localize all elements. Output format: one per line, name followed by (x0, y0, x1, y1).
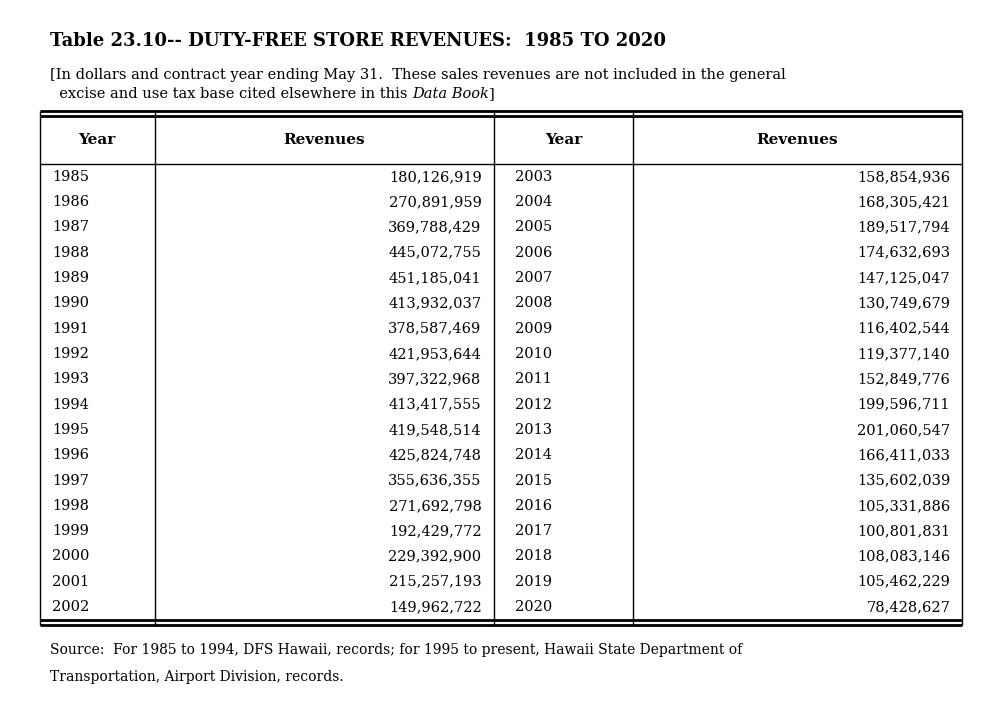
Text: 2011: 2011 (515, 372, 552, 386)
Text: 2016: 2016 (515, 499, 552, 513)
Text: [In dollars and contract year ending May 31.  These sales revenues are not inclu: [In dollars and contract year ending May… (50, 68, 786, 82)
Text: 369,788,429: 369,788,429 (388, 221, 482, 234)
Text: Transportation, Airport Division, records.: Transportation, Airport Division, record… (50, 670, 344, 684)
Text: 135,602,039: 135,602,039 (856, 473, 950, 488)
Text: 2013: 2013 (515, 423, 552, 437)
Text: 1985: 1985 (52, 170, 89, 184)
Text: 108,083,146: 108,083,146 (856, 550, 950, 563)
Text: 201,060,547: 201,060,547 (857, 423, 950, 437)
Text: 445,072,755: 445,072,755 (389, 246, 482, 260)
Text: 419,548,514: 419,548,514 (389, 423, 482, 437)
Text: 397,322,968: 397,322,968 (388, 372, 482, 386)
Text: 2003: 2003 (515, 170, 552, 184)
Text: Year: Year (544, 133, 582, 147)
Text: 1993: 1993 (52, 372, 89, 386)
Text: 149,962,722: 149,962,722 (389, 600, 482, 614)
Text: 2020: 2020 (515, 600, 552, 614)
Text: Revenues: Revenues (757, 133, 838, 147)
Text: 130,749,679: 130,749,679 (857, 296, 950, 311)
Text: 1999: 1999 (52, 524, 89, 538)
Text: 1988: 1988 (52, 246, 89, 260)
Text: 1986: 1986 (52, 195, 89, 209)
Text: 2000: 2000 (52, 550, 89, 563)
Text: 116,402,544: 116,402,544 (857, 322, 950, 336)
Text: 413,417,555: 413,417,555 (389, 398, 482, 412)
Text: 270,891,959: 270,891,959 (389, 195, 482, 209)
Text: 451,185,041: 451,185,041 (389, 271, 482, 285)
Text: 271,692,798: 271,692,798 (389, 499, 482, 513)
Text: 199,596,711: 199,596,711 (857, 398, 950, 412)
Text: 2018: 2018 (515, 550, 552, 563)
Text: 168,305,421: 168,305,421 (857, 195, 950, 209)
Text: 2014: 2014 (515, 448, 552, 462)
Text: 78,428,627: 78,428,627 (866, 600, 950, 614)
Text: 2005: 2005 (515, 221, 552, 234)
Text: 1987: 1987 (52, 221, 89, 234)
Text: 413,932,037: 413,932,037 (389, 296, 482, 311)
Text: 378,587,469: 378,587,469 (388, 322, 482, 336)
Text: 2008: 2008 (515, 296, 552, 311)
Text: Source:  For 1985 to 1994, DFS Hawaii, records; for 1995 to present, Hawaii Stat: Source: For 1985 to 1994, DFS Hawaii, re… (50, 643, 742, 657)
Text: 1989: 1989 (52, 271, 89, 285)
Text: 1998: 1998 (52, 499, 89, 513)
Text: 2006: 2006 (515, 246, 552, 260)
Text: 2009: 2009 (515, 322, 552, 336)
Text: 1990: 1990 (52, 296, 89, 311)
Text: 105,331,886: 105,331,886 (856, 499, 950, 513)
Text: 355,636,355: 355,636,355 (388, 473, 482, 488)
Text: 215,257,193: 215,257,193 (389, 575, 482, 589)
Text: Revenues: Revenues (283, 133, 365, 147)
Text: 229,392,900: 229,392,900 (389, 550, 482, 563)
Text: 2004: 2004 (515, 195, 552, 209)
Text: 1997: 1997 (52, 473, 89, 488)
Text: 1996: 1996 (52, 448, 89, 462)
Text: 2010: 2010 (515, 347, 552, 361)
Text: 1991: 1991 (52, 322, 89, 336)
Text: 2001: 2001 (52, 575, 89, 589)
Text: 2019: 2019 (515, 575, 552, 589)
Text: 147,125,047: 147,125,047 (857, 271, 950, 285)
Text: 1994: 1994 (52, 398, 89, 412)
Text: 425,824,748: 425,824,748 (389, 448, 482, 462)
Text: Year: Year (79, 133, 116, 147)
Text: 2015: 2015 (515, 473, 552, 488)
Text: 180,126,919: 180,126,919 (389, 170, 482, 184)
Text: Data Book: Data Book (412, 87, 489, 101)
Text: 174,632,693: 174,632,693 (857, 246, 950, 260)
Text: 2017: 2017 (515, 524, 552, 538)
Text: ]: ] (489, 87, 495, 101)
Text: 421,953,644: 421,953,644 (389, 347, 482, 361)
Text: 192,429,772: 192,429,772 (389, 524, 482, 538)
Text: 152,849,776: 152,849,776 (857, 372, 950, 386)
Text: 1995: 1995 (52, 423, 89, 437)
Text: 2007: 2007 (515, 271, 552, 285)
Text: 2012: 2012 (515, 398, 552, 412)
Text: 100,801,831: 100,801,831 (857, 524, 950, 538)
Text: excise and use tax base cited elsewhere in this: excise and use tax base cited elsewhere … (50, 87, 412, 101)
Text: 1992: 1992 (52, 347, 89, 361)
Text: 166,411,033: 166,411,033 (857, 448, 950, 462)
Text: 2002: 2002 (52, 600, 89, 614)
Text: 105,462,229: 105,462,229 (857, 575, 950, 589)
Text: Table 23.10-- DUTY-FREE STORE REVENUES:  1985 TO 2020: Table 23.10-- DUTY-FREE STORE REVENUES: … (50, 32, 666, 50)
Text: 158,854,936: 158,854,936 (857, 170, 950, 184)
Text: 189,517,794: 189,517,794 (857, 221, 950, 234)
Text: 119,377,140: 119,377,140 (857, 347, 950, 361)
